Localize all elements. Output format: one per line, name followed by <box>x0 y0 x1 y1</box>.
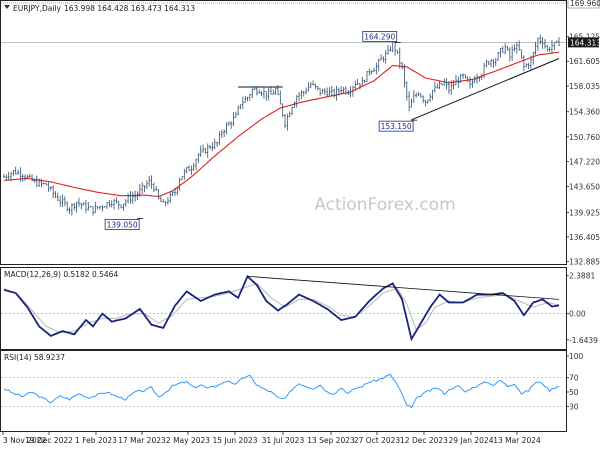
rsi-header: RSI(14) 58.9237 <box>4 353 65 362</box>
rsi-panel-frame <box>0 350 567 432</box>
price-trendline <box>411 58 560 121</box>
price-grid <box>1 2 566 43</box>
timeframe-label: Daily <box>42 4 62 13</box>
annotation-box <box>362 31 398 42</box>
price-tick-label: 147.220 <box>569 157 600 166</box>
price-bars <box>3 34 560 216</box>
price-panel-frame <box>0 0 567 265</box>
price-tick-label: 136.405 <box>569 233 600 242</box>
x-tick-label: 13 Mar 2024 <box>493 436 541 445</box>
macd-layer <box>1 274 566 342</box>
reference-level-label: 169.960 <box>570 0 600 8</box>
rsi-tick-label: 30 <box>569 402 579 411</box>
x-tick-label: 17 Mar 2023 <box>118 436 166 445</box>
x-tick-label: 29 Jan 2024 <box>449 436 494 445</box>
price-annotations: 139.050 164.290 153.150 <box>104 31 418 230</box>
price-tick-label: 150.760 <box>569 133 600 142</box>
x-tick-label: 27 Oct 2023 <box>354 436 401 445</box>
chart-symbol-header: EURJPY,Daily 163.998 164.428 163.473 164.… <box>13 4 195 13</box>
macd-tick-label: 2.3881 <box>569 272 595 281</box>
annotation-box <box>378 120 414 132</box>
price-tick-label: 132.885 <box>569 257 600 266</box>
annotation-label: 164.290 <box>364 33 395 42</box>
price-tick-label: 158.035 <box>569 82 600 91</box>
watermark: ActionForex.com <box>314 195 455 215</box>
annotation-box <box>104 219 140 230</box>
x-tick-label: 3 Nov 2022 <box>3 436 46 445</box>
reference-level-box <box>567 0 600 9</box>
ma-line <box>3 51 560 198</box>
price-tick-label: 165.125 <box>569 33 600 42</box>
rsi-line <box>3 373 560 409</box>
macd-axis: 2.3881 0.00 -1.6439 <box>566 272 598 345</box>
x-tick-label: 2 May 2023 <box>166 436 210 445</box>
macd-line <box>3 274 560 342</box>
last-price-label: 164.313 <box>570 38 600 47</box>
macd-header: MACD(12,26,9) 0.5182 0.5464 <box>4 270 118 279</box>
x-tick-label: 13 Sep 2023 <box>307 436 355 445</box>
price-tick-label: 139.925 <box>569 208 600 217</box>
moving-average-line <box>3 51 560 198</box>
x-tick-label: 12 Dec 2023 <box>400 436 448 445</box>
x-tick-label: 31 Jul 2023 <box>262 436 305 445</box>
price-tick-label: 154.360 <box>569 108 600 117</box>
price-tick-label: 143.650 <box>569 182 600 191</box>
macd-tick-label: 0.00 <box>569 310 586 319</box>
macd-tick-label: -1.6439 <box>569 336 598 345</box>
x-tick-label: 1 Feb 2023 <box>75 436 117 445</box>
rsi-tick-label: 70 <box>569 374 579 383</box>
dropdown-triangle-icon[interactable] <box>4 5 10 9</box>
rsi-tick-label: 50 <box>569 388 579 397</box>
rsi-tick-label: 100 <box>569 352 584 361</box>
macd-panel-frame <box>0 267 567 350</box>
annotation-label: 139.050 <box>107 220 138 229</box>
ohlc-values: 163.998 164.428 163.473 164.313 <box>64 4 195 13</box>
symbol-label: EURJPY <box>13 4 40 13</box>
macd-trendline <box>247 275 560 300</box>
x-tick-label: 15 Jun 2023 <box>212 436 257 445</box>
x-tick-label: 19 Dec 2022 <box>25 436 73 445</box>
rsi-axis: 100 70 50 30 <box>566 352 584 411</box>
rsi-layer <box>1 373 566 409</box>
annotation-label: 153.150 <box>381 122 412 131</box>
price-axis: 169.960 132.885 136.405 139.925 143.650 147.2… <box>566 0 600 266</box>
last-price-box <box>568 37 599 48</box>
price-tick-label: 161.605 <box>569 57 600 66</box>
